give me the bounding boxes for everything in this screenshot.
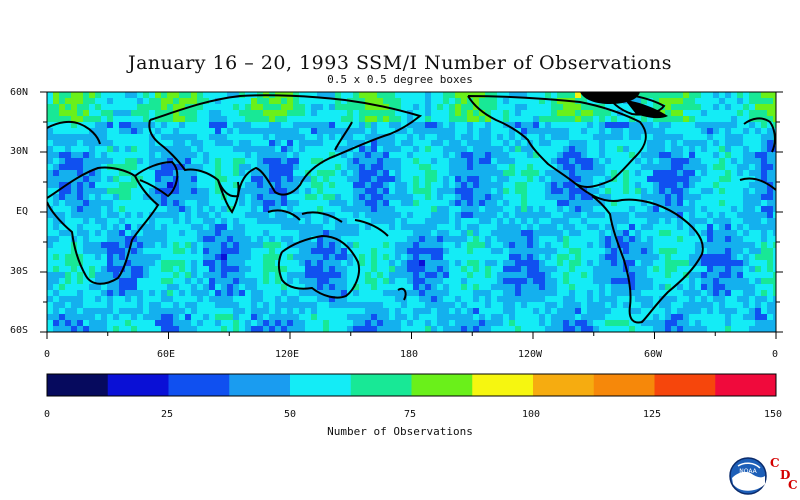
coastlines xyxy=(47,92,776,324)
lon-label-0: 0 xyxy=(44,349,51,360)
noaa-logo: NOAA xyxy=(729,457,767,495)
lon-label-0-end: 0 xyxy=(772,349,779,360)
lat-label-60s: 60S xyxy=(10,325,29,336)
colorbar-tick-0: 0 xyxy=(44,409,51,420)
colorbar-tick-100: 100 xyxy=(522,409,541,420)
colorbar-cell xyxy=(168,374,230,396)
lon-label-60e: 60E xyxy=(157,349,176,360)
lon-label-120w: 120W xyxy=(518,349,543,360)
cdc-letter-c2: C xyxy=(788,478,798,492)
cdc-letter-c1: C xyxy=(770,456,780,470)
colorbar-cell xyxy=(654,374,716,396)
colorbar-tick-150: 150 xyxy=(764,409,783,420)
observation-field xyxy=(47,92,776,332)
cdc-letter-d: D xyxy=(780,468,791,482)
noaa-logo-text: NOAA xyxy=(739,468,757,475)
lon-label-60w: 60W xyxy=(644,349,663,360)
colorbar-cell xyxy=(47,374,109,396)
colorbar-tick-75: 75 xyxy=(404,409,417,420)
colorbar-cell xyxy=(715,374,777,396)
map-title: January 16 – 20, 1993 SSM/I Number of Ob… xyxy=(127,52,673,74)
colorbar-cell xyxy=(593,374,655,396)
colorbar-cell xyxy=(533,374,595,396)
colorbar-tick-125: 125 xyxy=(643,409,662,420)
colorbar-cell xyxy=(350,374,412,396)
lon-label-180: 180 xyxy=(400,349,419,360)
cdc-logo: C D C xyxy=(768,456,800,496)
colorbar-tick-50: 50 xyxy=(284,409,297,420)
colorbar-cell xyxy=(411,374,473,396)
map-subtitle: 0.5 x 0.5 degree boxes xyxy=(327,73,473,86)
lat-label-60n: 60N xyxy=(10,87,29,98)
colorbar-tick-25: 25 xyxy=(161,409,174,420)
lat-label-30s: 30S xyxy=(10,266,29,277)
colorbar-cell xyxy=(107,374,169,396)
colorbar-cell xyxy=(229,374,291,396)
colorbar-label: Number of Observations xyxy=(327,425,473,438)
colorbar-cell xyxy=(472,374,534,396)
lat-label-30n: 30N xyxy=(10,146,29,157)
lon-label-120e: 120E xyxy=(275,349,300,360)
colorbar xyxy=(46,373,777,397)
lat-label-eq: EQ xyxy=(16,206,29,217)
colorbar-cell xyxy=(290,374,352,396)
